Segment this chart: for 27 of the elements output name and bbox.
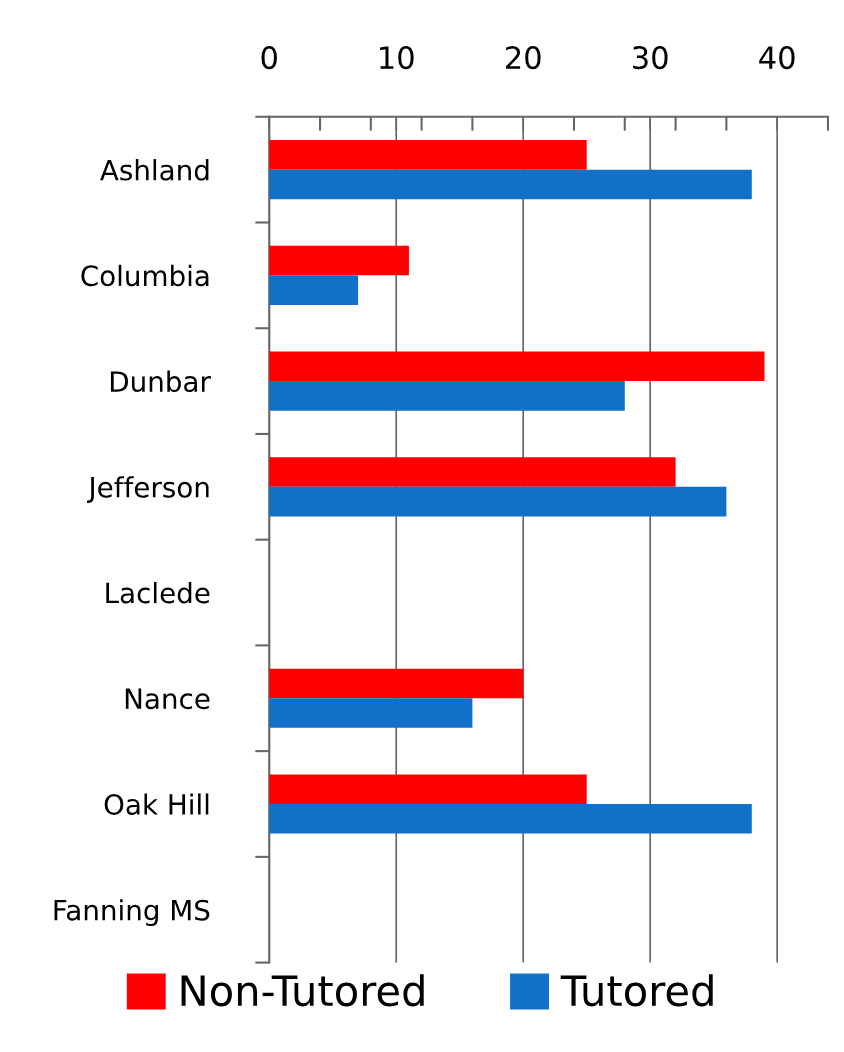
y-tick-label: Columbia <box>81 264 209 287</box>
x-tick-label: 20 <box>506 46 541 70</box>
y-tick-label: Oak Hill <box>104 793 209 815</box>
x-tick-label: 0 <box>261 46 277 70</box>
y-tick-label: Laclede <box>106 581 210 604</box>
y-tick-label: Dunbar <box>110 370 211 393</box>
bar <box>269 275 359 305</box>
y-tick-label: Jefferson <box>87 476 209 503</box>
bar <box>269 140 587 170</box>
x-tick-label: 30 <box>633 46 668 70</box>
bar <box>269 803 752 834</box>
bar <box>269 169 752 200</box>
legend-label: Tutored <box>560 974 713 1007</box>
y-tick-label: Fanning MS <box>54 899 210 927</box>
x-tick-label: 40 <box>759 46 795 70</box>
x-tick-label: 10 <box>380 46 414 70</box>
bar <box>269 351 765 382</box>
bar <box>269 668 524 699</box>
bar <box>269 457 676 487</box>
y-tick-label: Ashland <box>100 159 209 181</box>
bar <box>269 486 727 517</box>
bar <box>269 698 473 728</box>
legend-label: Non-Tutored <box>181 974 424 1007</box>
bar <box>269 774 587 804</box>
bar <box>269 381 625 411</box>
bar <box>269 245 409 276</box>
y-tick-label: Nance <box>125 688 210 710</box>
